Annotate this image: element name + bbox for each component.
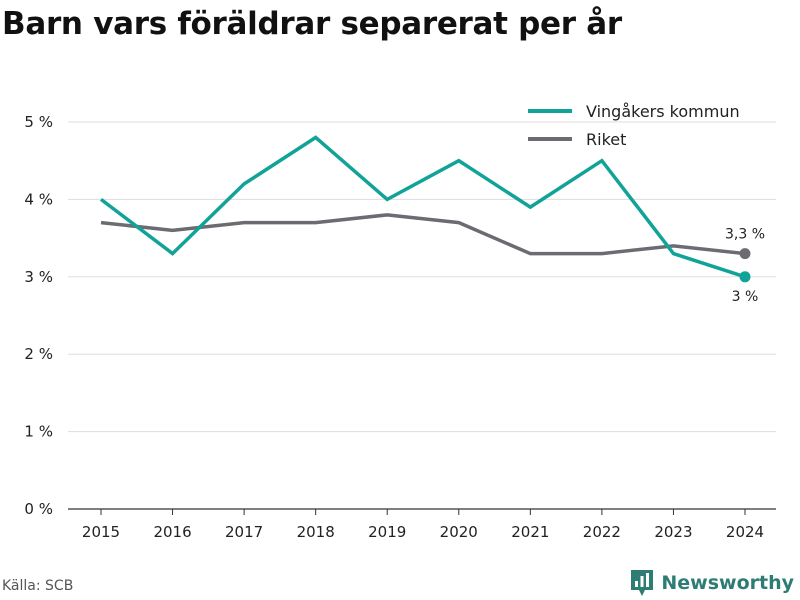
- y-tick-label: 1 %: [24, 423, 53, 441]
- x-tick-label: 2019: [368, 523, 406, 541]
- series: 3,3 % 3 %: [99, 135, 765, 305]
- series-line-vingaker: [99, 135, 746, 279]
- legend: Vingåkers kommun Riket: [528, 102, 740, 149]
- x-tick-label: 2023: [654, 523, 692, 541]
- end-label-vingaker: 3 %: [732, 289, 759, 305]
- source-note: Källa: SCB: [2, 578, 74, 594]
- y-tick-label: 0 %: [24, 500, 53, 518]
- end-label-riket: 3,3 %: [725, 227, 765, 243]
- y-tick-label: 4 %: [24, 190, 53, 208]
- y-tick-label: 3 %: [24, 268, 53, 286]
- x-axis: 2015 2016 2017 2018 2019 2020 2021 2022 2023 2024: [82, 509, 764, 541]
- end-point-vingaker: [739, 271, 751, 283]
- y-tick-label: 2 %: [24, 345, 53, 363]
- gridlines: [68, 121, 776, 510]
- chart-title: Barn vars föräldrar separerat per år: [2, 6, 622, 42]
- y-axis: 0 % 1 % 2 % 3 % 4 % 5 %: [24, 113, 53, 518]
- x-tick-label: 2018: [297, 523, 335, 541]
- y-tick-label: 5 %: [24, 113, 53, 131]
- x-tick-label: 2024: [726, 523, 764, 541]
- x-tick-label: 2015: [82, 523, 120, 541]
- x-tick-label: 2022: [583, 523, 621, 541]
- legend-label: Vingåkers kommun: [586, 102, 740, 121]
- end-point-riket: [739, 248, 751, 260]
- x-tick-label: 2021: [511, 523, 549, 541]
- brand-name: Newsworthy: [661, 572, 794, 594]
- bar-chart-speech-bubble-icon: [631, 570, 654, 596]
- series-line-riket: [100, 213, 746, 256]
- x-tick-label: 2017: [225, 523, 263, 541]
- brand-logo[interactable]: Newsworthy: [629, 568, 794, 598]
- legend-label: Riket: [586, 130, 626, 149]
- x-tick-label: 2020: [440, 523, 478, 541]
- x-tick-label: 2016: [153, 523, 191, 541]
